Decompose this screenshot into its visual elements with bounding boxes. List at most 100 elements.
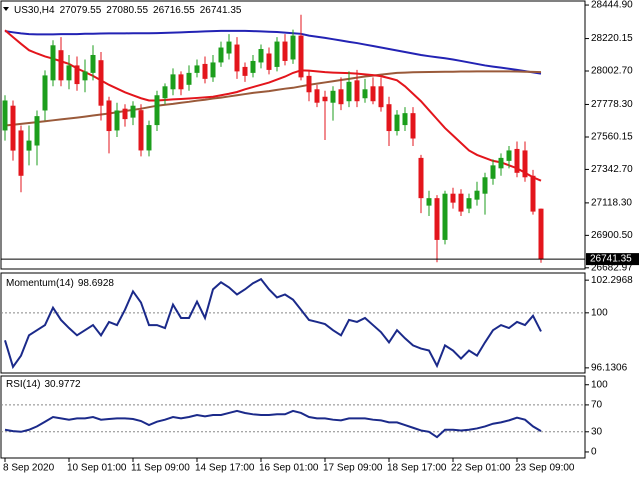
candle-body	[386, 104, 392, 132]
y-tick-label: 27118.30	[591, 198, 632, 209]
x-tick-label: 16 Sep 01:00	[259, 463, 319, 474]
candle-body	[146, 125, 152, 151]
current-price-box	[586, 253, 639, 266]
ohlc-low-label: 26716.55	[153, 5, 195, 16]
candle-body	[34, 116, 40, 146]
candle-body	[354, 80, 360, 102]
candle-body	[10, 105, 16, 151]
ohlc-high-label: 27080.55	[106, 5, 148, 16]
candle-body	[482, 177, 488, 194]
y-tick-label: 0	[591, 447, 597, 458]
candle-body	[58, 50, 64, 81]
candle-body	[178, 74, 184, 90]
candle-body	[322, 96, 328, 102]
candle-body	[42, 75, 48, 111]
y-tick-label: 27342.70	[591, 164, 633, 175]
y-tick-label: 26682.97	[591, 262, 633, 273]
x-tick-label: 23 Sep 09:00	[515, 463, 575, 474]
y-tick-label: 27560.15	[591, 132, 633, 143]
y-tick-label: 28002.70	[591, 66, 633, 77]
y-tick-label: 30	[591, 426, 603, 437]
candle-body	[2, 100, 8, 131]
candle-body	[394, 114, 400, 132]
y-tick-label: 26900.50	[591, 230, 633, 241]
candle-body	[66, 65, 72, 81]
candle-body	[242, 66, 248, 76]
candle-body	[442, 193, 448, 240]
candle-body	[138, 110, 144, 151]
candle-body	[378, 86, 384, 108]
candle-body	[434, 198, 440, 240]
candle-body	[130, 105, 136, 118]
candle-body	[450, 193, 456, 203]
indicator-name: Momentum(14)	[6, 278, 74, 289]
indicator-title: RSI(14) 30.9772	[6, 379, 81, 390]
moving-average	[4, 70, 542, 127]
candle-body	[362, 89, 368, 99]
candle-body	[218, 47, 224, 63]
ohlc-open-label: 27079.55	[60, 5, 102, 16]
candle-body	[274, 41, 280, 67]
candle-body	[194, 65, 200, 73]
candle-body	[26, 140, 32, 151]
candle-body	[18, 130, 24, 176]
symbol-label: US30,H4	[14, 5, 55, 16]
panel-frame	[0, 0, 586, 270]
candle-body	[426, 198, 432, 206]
y-tick-label: 96.1306	[591, 363, 628, 374]
x-tick-label: 8 Sep 2020	[3, 463, 55, 474]
candle-body	[90, 54, 96, 73]
candle-body	[106, 100, 112, 132]
candle-body	[410, 113, 416, 139]
y-tick-label: 28444.90	[591, 0, 633, 11]
candle-body	[298, 35, 304, 78]
candle-body	[498, 157, 504, 169]
moving-average	[4, 29, 542, 182]
y-tick-label: 28220.15	[591, 33, 633, 44]
current-price-label: 26741.35	[590, 254, 632, 265]
candle-body	[506, 150, 512, 161]
candle-body	[282, 41, 288, 61]
candle-body	[330, 90, 336, 103]
candle-body	[122, 108, 128, 120]
candle-body	[154, 95, 160, 126]
panel-frame	[0, 375, 586, 459]
candle-body	[170, 74, 176, 90]
candle-body	[98, 60, 104, 106]
indicator-title: Momentum(14) 98.6928	[6, 278, 114, 289]
x-tick-label: 17 Sep 09:00	[323, 463, 383, 474]
candle-body	[418, 157, 424, 199]
candle-body	[162, 86, 168, 99]
candle-body	[250, 60, 256, 73]
candle-body	[306, 75, 312, 93]
candle-body	[210, 62, 216, 78]
indicator-value: 30.9772	[44, 379, 81, 390]
candle-body	[258, 49, 264, 63]
y-tick-label: 102.2968	[591, 275, 633, 286]
indicator-line	[4, 277, 542, 370]
candle-body	[202, 63, 208, 79]
candle-body	[82, 71, 88, 81]
candle-body	[538, 208, 544, 260]
indicator-value: 98.6928	[78, 278, 115, 289]
collapse-icon	[3, 7, 9, 11]
candle-body	[266, 53, 272, 70]
candle-body	[314, 89, 320, 103]
candle-body	[458, 193, 464, 212]
candle-body	[522, 150, 528, 178]
y-tick-label: 100	[591, 307, 608, 318]
x-tick-label: 22 Sep 01:00	[451, 463, 511, 474]
candle-body	[370, 86, 376, 102]
x-tick-label: 18 Sep 17:00	[387, 463, 447, 474]
ohlc-close-label: 26741.35	[200, 5, 242, 16]
x-tick-label: 14 Sep 17:00	[195, 463, 255, 474]
candle-body	[74, 65, 80, 85]
chart-title: US30,H4 27079.55 27080.55 26716.55 26741.35	[14, 5, 242, 16]
candle-body	[186, 72, 192, 85]
y-tick-label: 27778.30	[591, 99, 633, 110]
candle-body	[474, 190, 480, 200]
candle-body	[226, 41, 232, 54]
candle-body	[338, 89, 344, 105]
